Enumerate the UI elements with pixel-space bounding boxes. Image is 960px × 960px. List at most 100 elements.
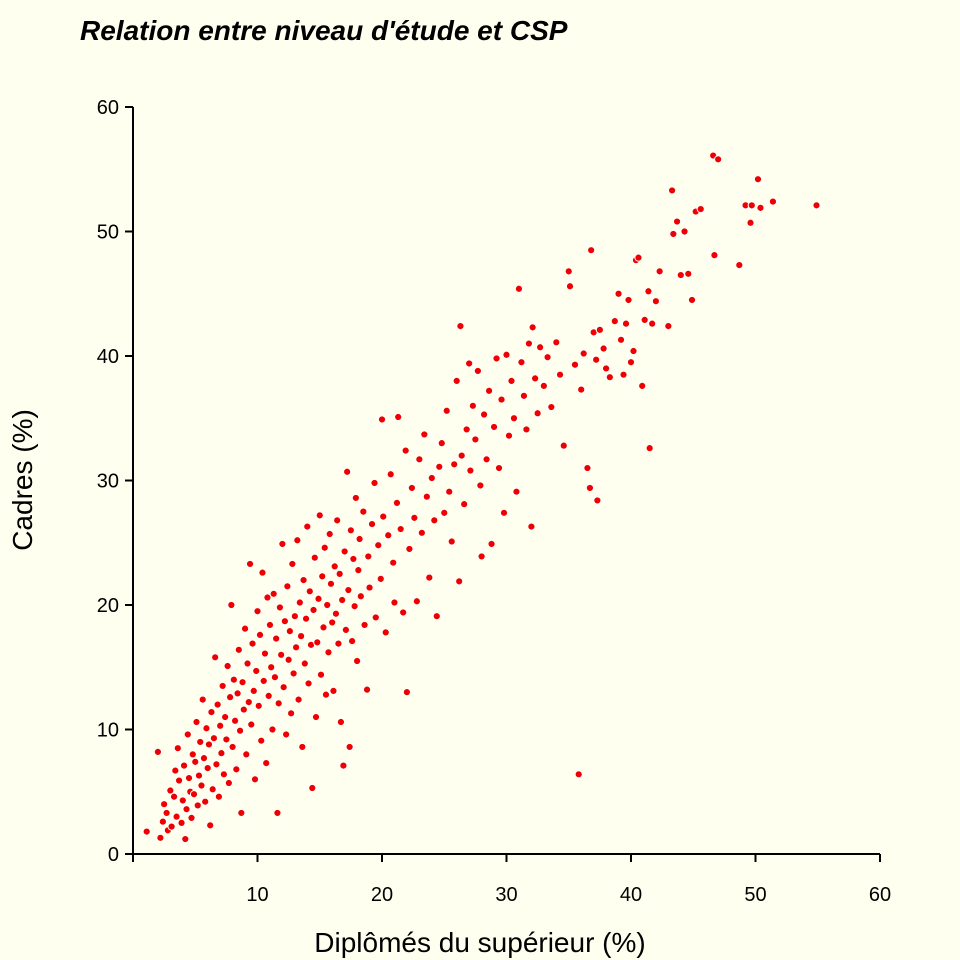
- data-point: [196, 737, 205, 747]
- data-point: [234, 645, 243, 654]
- data-point: [245, 559, 255, 569]
- data-point: [536, 343, 545, 352]
- data-point: [522, 425, 531, 434]
- data-point: [315, 511, 324, 520]
- data-point: [619, 370, 628, 379]
- data-point: [329, 686, 338, 696]
- x-tick-label: 50: [744, 884, 766, 906]
- data-point: [166, 786, 175, 795]
- data-point: [533, 409, 542, 418]
- data-point: [465, 359, 474, 368]
- data-point: [232, 765, 241, 774]
- data-point: [531, 374, 540, 383]
- data-point: [202, 724, 211, 733]
- y-tick-label: 20: [97, 595, 119, 617]
- data-point: [274, 699, 283, 708]
- data-point: [218, 681, 227, 691]
- data-point: [482, 455, 491, 464]
- data-point: [345, 742, 354, 752]
- data-point: [279, 683, 288, 692]
- data-point: [626, 358, 636, 367]
- data-point: [331, 609, 341, 618]
- data-point: [621, 319, 631, 328]
- data-point: [252, 666, 261, 676]
- data-point: [445, 487, 454, 496]
- data-point: [422, 492, 431, 501]
- data-point: [577, 385, 586, 394]
- data-point: [216, 721, 225, 730]
- data-point: [324, 648, 333, 657]
- data-point: [348, 637, 357, 646]
- data-point: [599, 344, 608, 353]
- data-point: [499, 508, 509, 517]
- data-point: [301, 614, 311, 623]
- data-point: [222, 735, 231, 744]
- data-point: [284, 655, 293, 664]
- data-point: [634, 253, 643, 262]
- data-point: [268, 725, 277, 734]
- data-point: [338, 595, 347, 605]
- data-point: [346, 526, 355, 535]
- data-point: [365, 583, 374, 592]
- data-point: [756, 203, 765, 212]
- data-point: [341, 625, 350, 635]
- data-point: [217, 749, 226, 758]
- data-point: [377, 415, 387, 424]
- data-point: [812, 201, 821, 210]
- data-point: [343, 467, 352, 476]
- data-point: [280, 617, 289, 626]
- x-tick-label: 40: [620, 884, 642, 906]
- data-point: [330, 562, 339, 571]
- data-point: [334, 639, 343, 648]
- y-tick-label: 30: [97, 471, 119, 493]
- data-point: [233, 689, 242, 698]
- data-point: [447, 537, 456, 546]
- data-point: [664, 322, 673, 331]
- data-point: [412, 597, 421, 606]
- data-point: [651, 297, 661, 306]
- data-point: [655, 267, 664, 276]
- data-point: [188, 750, 197, 759]
- data-point: [559, 441, 568, 450]
- x-tick-label: 60: [869, 884, 891, 906]
- data-point: [269, 589, 278, 598]
- data-point: [437, 439, 446, 448]
- data-point: [527, 522, 536, 531]
- data-point: [570, 360, 580, 369]
- data-point: [239, 705, 248, 714]
- data-point: [605, 373, 614, 382]
- data-point: [283, 582, 292, 591]
- data-point: [667, 186, 677, 195]
- x-axis-ticks: 10 20 30 40 50 60: [132, 854, 891, 906]
- data-point: [325, 529, 334, 539]
- data-point: [374, 541, 383, 550]
- data-point: [370, 478, 379, 488]
- x-tick-label: 20: [371, 884, 393, 906]
- x-tick-label: 10: [246, 884, 268, 906]
- data-point: [153, 747, 162, 757]
- data-point: [160, 800, 169, 809]
- data-point: [768, 197, 778, 206]
- data-point: [247, 720, 256, 729]
- data-point: [552, 338, 561, 347]
- data-point: [318, 572, 327, 581]
- data-point: [519, 391, 529, 400]
- data-point: [206, 821, 215, 830]
- data-point: [298, 742, 307, 752]
- data-point: [295, 598, 304, 607]
- data-point: [230, 716, 240, 725]
- data-point: [169, 792, 179, 801]
- data-point: [512, 487, 521, 496]
- data-point: [624, 295, 633, 305]
- data-point: [303, 522, 312, 531]
- data-point: [440, 508, 449, 517]
- data-point: [204, 740, 214, 749]
- data-point: [574, 770, 583, 779]
- data-point: [182, 805, 191, 814]
- data-point: [349, 554, 358, 564]
- data-point: [267, 663, 276, 672]
- data-point: [427, 473, 436, 483]
- data-point: [213, 700, 222, 709]
